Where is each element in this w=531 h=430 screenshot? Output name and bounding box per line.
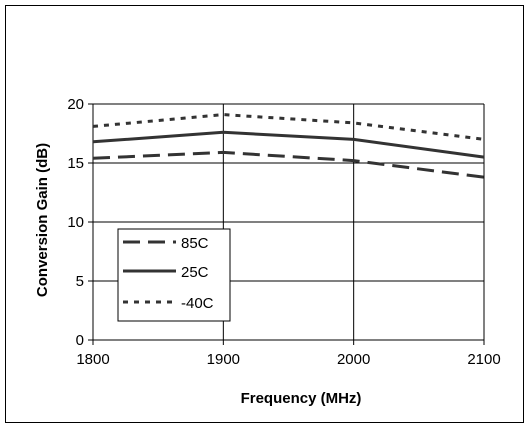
x-axis-title: Frequency (MHz) xyxy=(241,390,362,407)
y-tick-label: 10 xyxy=(67,214,84,231)
y-tick-label: 5 xyxy=(76,273,84,290)
tick-labels: 0 5 10 15 20 1800 1900 2000 2100 xyxy=(67,96,500,368)
legend-box xyxy=(117,228,231,322)
series-line-85c xyxy=(92,150,485,179)
x-tick-label: 2100 xyxy=(467,351,500,368)
x-tick-label: 1900 xyxy=(207,351,240,368)
legend-label: 25C xyxy=(181,264,209,281)
x-tick-label: 2000 xyxy=(337,351,370,368)
legend-label: 85C xyxy=(181,235,209,252)
series-line-25c xyxy=(92,130,485,159)
axes xyxy=(88,103,485,345)
y-tick-label: 0 xyxy=(76,332,84,349)
y-axis-title: Conversion Gain (dB) xyxy=(34,143,51,297)
legend: 85C 25C -40C xyxy=(117,228,231,322)
chart-frame xyxy=(5,5,524,423)
y-tick-label: 20 xyxy=(67,96,84,113)
y-tick-label: 15 xyxy=(67,155,84,172)
x-tick-label: 1800 xyxy=(76,351,109,368)
series xyxy=(92,113,485,179)
legend-label: -40C xyxy=(181,295,214,312)
